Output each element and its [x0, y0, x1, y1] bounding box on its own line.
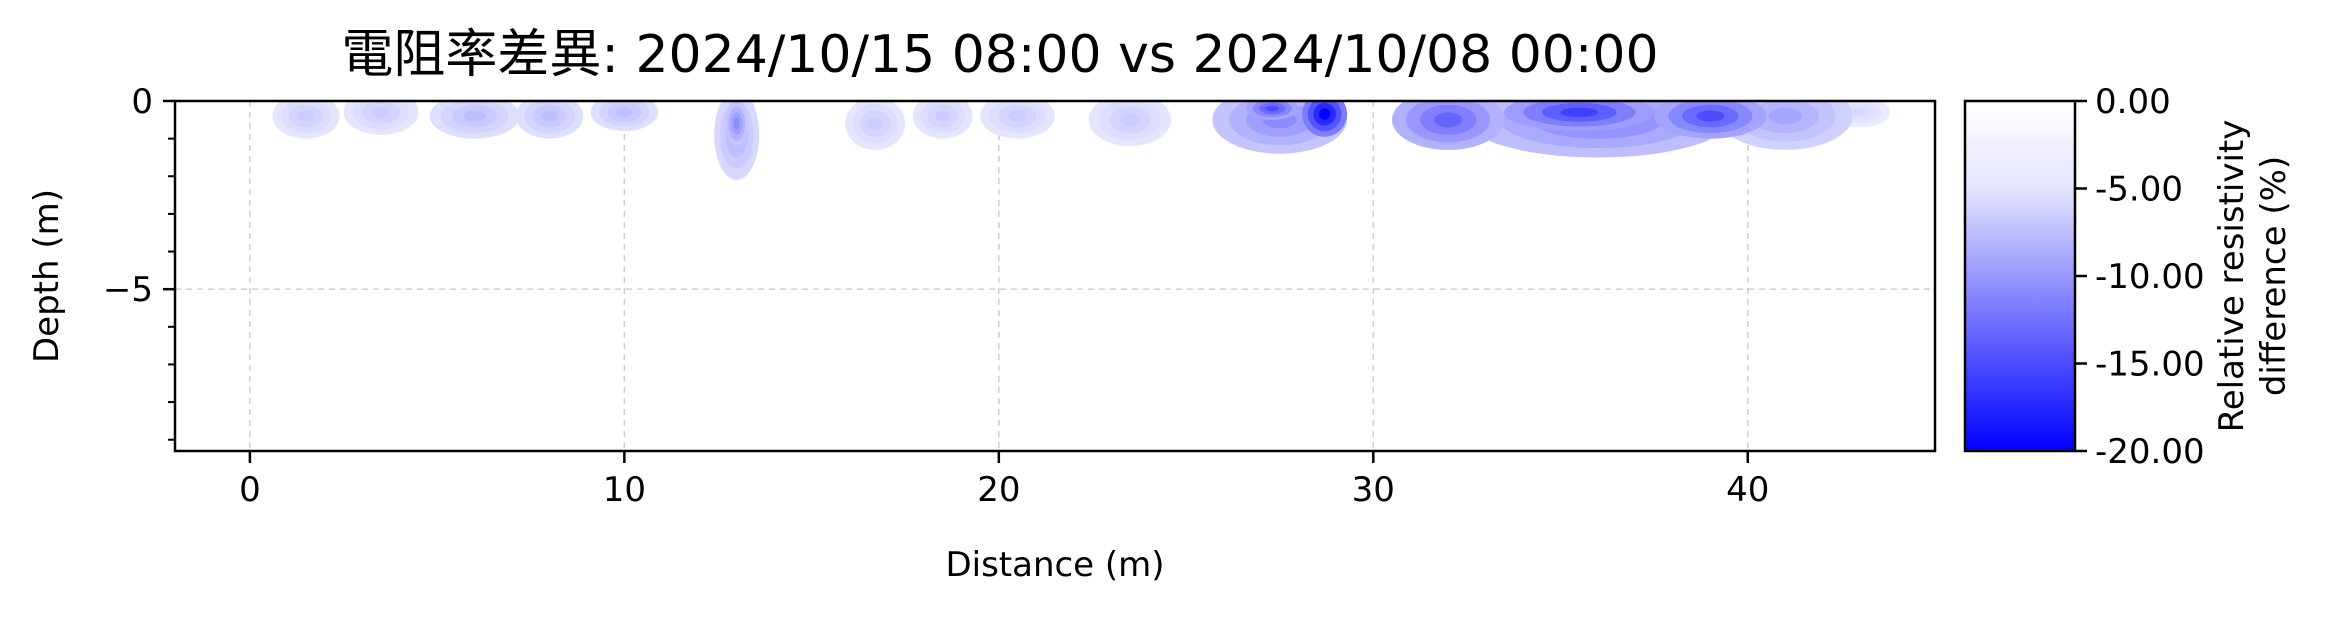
- x-tick-label: 40: [1726, 470, 1769, 510]
- anomaly-contour: [1696, 110, 1725, 122]
- anomaly-contour: [463, 110, 486, 122]
- anomaly-contour: [371, 106, 391, 118]
- anomaly-contour: [297, 110, 315, 122]
- anomaly-contour: [1319, 108, 1331, 120]
- x-axis-ticks: 0 10 20 30 40: [239, 451, 1769, 510]
- y-axis-ticks: 0 −5: [103, 82, 175, 441]
- colorbar-ticks: 0.00 -5.00 -10.00 -15.00 -20.00: [2075, 82, 2205, 472]
- x-tick-label: 30: [1352, 470, 1395, 510]
- colorbar-tick-label: -10.00: [2095, 257, 2205, 297]
- colorbar-tick-label: -5.00: [2095, 170, 2183, 210]
- y-axis-label: Depth (m): [27, 189, 67, 363]
- x-tick-label: 20: [977, 470, 1020, 510]
- anomaly-contour: [733, 117, 740, 130]
- anomaly-contour: [1560, 107, 1598, 117]
- y-tick-label: −5: [103, 270, 153, 310]
- anomaly-contour: [1768, 107, 1803, 125]
- colorbar-tick-label: -20.00: [2095, 432, 2205, 472]
- chart-title: 電阻率差異: 2024/10/15 08:00 vs 2024/10/08 00…: [341, 25, 1658, 85]
- plot-frame: [173, 99, 1937, 453]
- colorbar-label-line2: difference (%): [2254, 156, 2294, 396]
- x-tick-label: 10: [603, 470, 646, 510]
- colorbar: [1963, 99, 2077, 453]
- resistivity-field: [272, 101, 1891, 181]
- anomaly-contour: [1008, 110, 1027, 122]
- anomaly-contour: [1119, 113, 1141, 127]
- anomaly-contour: [1265, 105, 1279, 112]
- y-tick-label: 0: [131, 82, 153, 122]
- anomaly-contour: [1434, 112, 1463, 128]
- x-tick-label: 0: [239, 470, 261, 510]
- colorbar-label-line1: Relative resistivity: [2212, 120, 2252, 433]
- anomaly-contour: [615, 107, 633, 117]
- colorbar-tick-label: -15.00: [2095, 345, 2205, 385]
- anomaly-contour: [1852, 108, 1868, 117]
- anomaly-contour: [935, 110, 951, 122]
- anomaly-contour: [867, 116, 883, 131]
- colorbar-tick-label: 0.00: [2095, 82, 2171, 122]
- anomaly-contour: [541, 110, 558, 122]
- x-axis-label: Distance (m): [945, 545, 1164, 585]
- grid-lines: [175, 101, 1935, 451]
